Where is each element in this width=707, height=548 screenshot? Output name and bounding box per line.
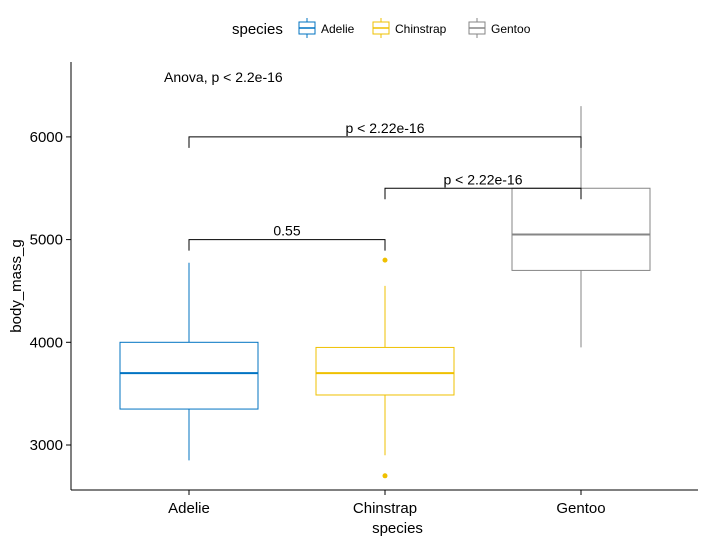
plot-area — [119, 106, 651, 479]
y-tick-label: 6000 — [30, 129, 63, 146]
y-tick-label: 5000 — [30, 232, 63, 249]
y-tick-label: 4000 — [30, 334, 63, 351]
global-test-label: Anova, p < 2.2e-16 — [164, 69, 283, 85]
x-axis-title: species — [372, 520, 423, 537]
comparison-p-label: p < 2.22e-16 — [443, 171, 522, 187]
comparison-bracket-adelie-gentoo: p < 2.22e-16 — [188, 120, 582, 148]
x-tick-label-gentoo: Gentoo — [556, 500, 605, 517]
comparison-bracket-adelie-chinstrap: 0.55 — [188, 223, 386, 251]
legend-item-gentoo: Gentoo — [468, 18, 531, 38]
box-iqr — [511, 187, 651, 271]
legend-item-adelie: Adelie — [298, 18, 355, 38]
x-tick-label-adelie: Adelie — [168, 500, 210, 517]
legend-label: Adelie — [321, 22, 355, 36]
bracket-line — [188, 136, 582, 148]
comparison-bracket-chinstrap-gentoo: p < 2.22e-16 — [384, 171, 582, 200]
y-tick-label: 3000 — [30, 437, 63, 454]
outlier-point — [382, 473, 388, 479]
comparison-p-label: 0.55 — [273, 223, 300, 239]
comparison-p-label: p < 2.22e-16 — [345, 120, 424, 136]
legend-title: species — [232, 21, 283, 38]
box-iqr — [315, 346, 455, 396]
box-gentoo — [511, 106, 651, 348]
annotations: 0.55 p < 2.22e-16 p < 2.22e-16 Anova, p < 2… — [164, 69, 582, 251]
x-tick-label-chinstrap: Chinstrap — [353, 500, 417, 517]
bracket-line — [188, 239, 386, 251]
outlier-point — [382, 257, 388, 263]
legend-label: Gentoo — [491, 22, 531, 36]
bracket-line — [384, 187, 582, 200]
box-iqr — [119, 341, 259, 410]
box-adelie — [119, 262, 259, 461]
legend: species Adelie Chinstrap Gentoo — [232, 18, 531, 38]
legend-label: Chinstrap — [395, 22, 447, 36]
axes: 3000 4000 5000 6000 Adelie Chinstrap Gentoo spe… — [8, 62, 698, 537]
box-chinstrap — [315, 257, 455, 479]
legend-item-chinstrap: Chinstrap — [372, 18, 447, 38]
y-axis-title: body_mass_g — [8, 239, 25, 332]
